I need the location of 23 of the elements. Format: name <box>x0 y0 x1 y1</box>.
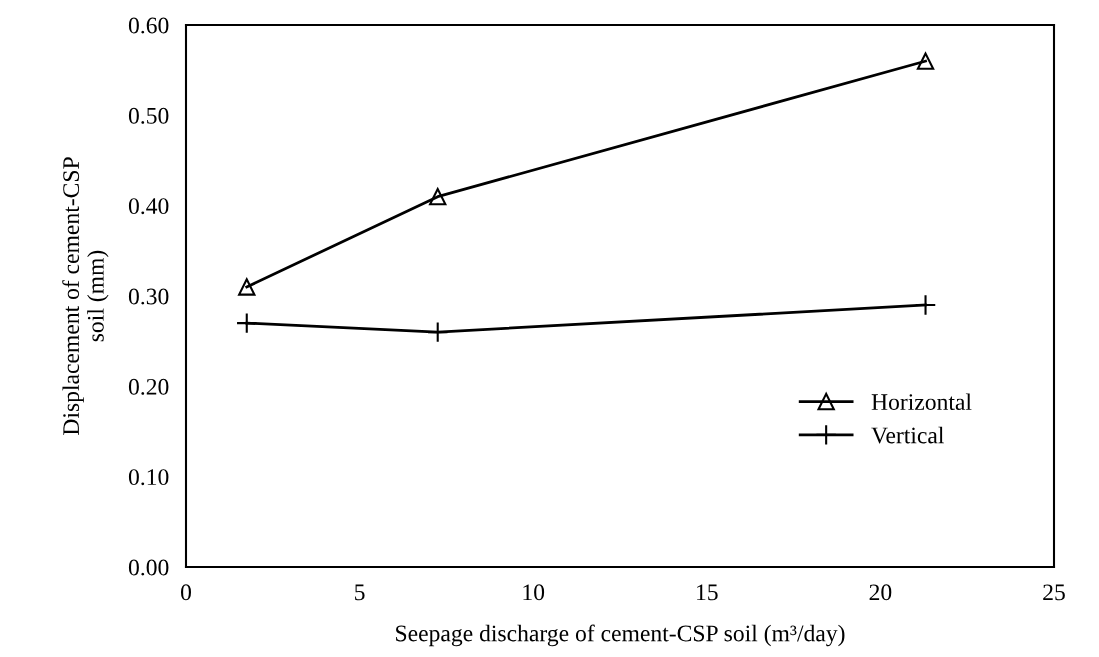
legend-label: Vertical <box>871 426 944 444</box>
x-tick-label: 10 <box>523 584 545 601</box>
x-tick-label: 20 <box>869 584 892 601</box>
y-tick-label: 0.40 <box>128 198 169 215</box>
x-axis-title: Seepage discharge of cement-CSP soil (m³/day) <box>396 624 845 647</box>
point <box>236 312 258 334</box>
point <box>238 278 256 296</box>
y-tick-label: 0.10 <box>128 469 169 486</box>
x-tick-label: 0 <box>181 584 191 601</box>
x-tick-label: 15 <box>697 584 718 601</box>
x-tick-label: 25 <box>1043 584 1065 601</box>
y-axis-title: Displacement of cement-CSP soil (mm) <box>62 157 109 435</box>
point <box>429 187 447 206</box>
y-tick-label: 0.20 <box>128 378 169 395</box>
y-tick-label: 0.60 <box>128 17 169 34</box>
point <box>914 294 937 316</box>
x-tick-label: 5 <box>355 584 365 601</box>
point <box>426 321 449 343</box>
point <box>916 52 935 70</box>
y-tick-label: 0.00 <box>128 559 169 576</box>
legend-label: Horizontal <box>871 393 972 411</box>
y-tick-label: 0.30 <box>128 288 169 305</box>
y-tick-label: 0.50 <box>128 107 169 124</box>
